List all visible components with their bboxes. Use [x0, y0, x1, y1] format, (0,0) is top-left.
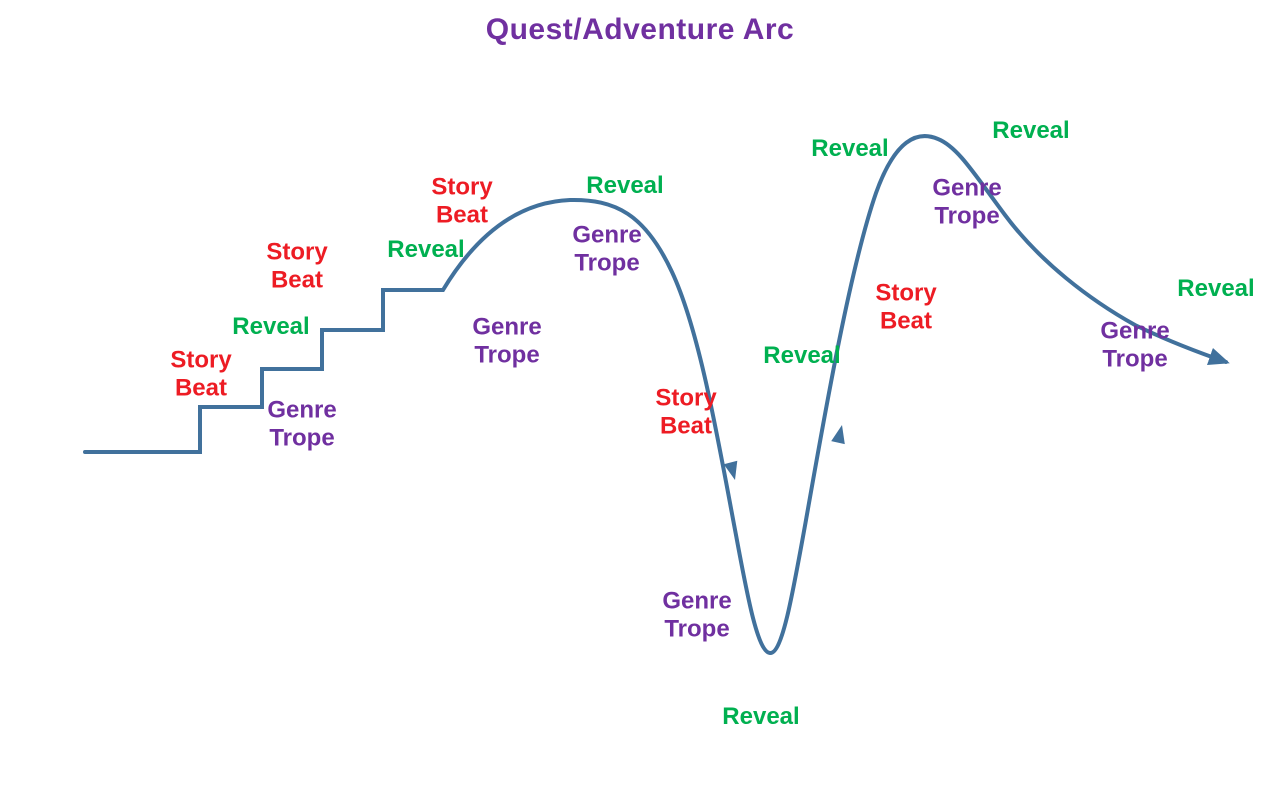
genre-trope-label: Genre Trope — [1100, 317, 1170, 373]
story-beat-label: Story Beat — [431, 173, 493, 229]
reveal-label: Reveal — [232, 312, 310, 340]
story-beat-label: Story Beat — [875, 279, 937, 335]
reveal-label: Reveal — [811, 134, 889, 162]
flow-arrow-down-icon — [723, 460, 738, 480]
story-beat-label: Story Beat — [266, 238, 328, 294]
genre-trope-label: Genre Trope — [472, 313, 542, 369]
genre-trope-label: Genre Trope — [572, 221, 642, 277]
genre-trope-label: Genre Trope — [662, 587, 732, 643]
story-beat-label: Story Beat — [655, 384, 717, 440]
reveal-label: Reveal — [763, 341, 841, 369]
reveal-label: Reveal — [586, 171, 664, 199]
genre-trope-label: Genre Trope — [932, 174, 1002, 230]
reveal-label: Reveal — [387, 235, 465, 263]
reveal-label: Reveal — [992, 116, 1070, 144]
story-beat-label: Story Beat — [170, 346, 232, 402]
reveal-label: Reveal — [722, 702, 800, 730]
reveal-label: Reveal — [1177, 274, 1255, 302]
arc-line — [83, 134, 1230, 655]
page-title: Quest/Adventure Arc — [485, 13, 795, 46]
flow-arrow-up-icon — [831, 425, 845, 445]
genre-trope-label: Genre Trope — [267, 396, 337, 452]
